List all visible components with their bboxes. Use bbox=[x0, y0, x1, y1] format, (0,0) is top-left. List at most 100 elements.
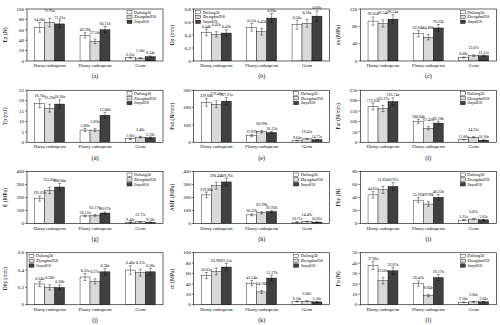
bar bbox=[302, 139, 312, 142]
bar bbox=[368, 106, 378, 142]
legend-swatch bbox=[127, 92, 132, 95]
error-cap bbox=[427, 129, 430, 130]
error-cap bbox=[215, 31, 218, 32]
error-cap bbox=[215, 268, 218, 269]
bar bbox=[368, 265, 378, 304]
y-tick-label: 40 bbox=[352, 41, 358, 46]
error-cap bbox=[225, 36, 228, 37]
error-cap bbox=[391, 14, 394, 15]
error-bar bbox=[103, 112, 106, 118]
marks bbox=[201, 178, 322, 223]
error-bar bbox=[315, 221, 318, 222]
error-cap bbox=[391, 267, 394, 268]
error-line bbox=[140, 221, 141, 222]
error-line bbox=[307, 19, 308, 27]
error-cap bbox=[205, 272, 208, 273]
bar bbox=[35, 199, 45, 224]
error-line bbox=[297, 221, 298, 222]
panel: 050100150200250Far (N/mm)Horny endosperm… bbox=[335, 88, 496, 162]
error-cap bbox=[58, 108, 61, 109]
error-cap bbox=[482, 301, 485, 302]
panel: 0100200300400E (MPa)Horny endospermFlour… bbox=[2, 169, 163, 243]
error-bar bbox=[296, 20, 299, 29]
bar bbox=[211, 186, 221, 224]
panel: 00.20.40.60.8Dp (mm)Horny endospermFlour… bbox=[169, 5, 330, 80]
error-line bbox=[438, 121, 439, 125]
error-line bbox=[261, 212, 262, 214]
y-tick-label: 40 bbox=[352, 261, 358, 266]
error-line bbox=[49, 18, 50, 27]
data-label: 0.43b bbox=[222, 24, 231, 29]
y-tick-label: 0.8 bbox=[184, 7, 191, 12]
error-cap bbox=[250, 136, 253, 137]
y-tick-label: 0.6 bbox=[184, 20, 191, 25]
data-label: 24.70b bbox=[256, 281, 267, 286]
panel-title: (b) bbox=[258, 73, 265, 80]
error-cap bbox=[315, 139, 318, 140]
error-bar bbox=[306, 138, 309, 140]
data-label: 18.36a bbox=[54, 94, 65, 99]
legend: Dailong30Zhengdan958Jinyu818 bbox=[196, 10, 225, 25]
data-label: 9.04c bbox=[293, 135, 302, 140]
x-tick-label: Horny endosperm bbox=[367, 307, 400, 312]
y-axis-label: Dp (mm) bbox=[169, 25, 176, 45]
legend: Dailong30Zhengdan958Jinyu818 bbox=[460, 10, 489, 25]
error-line bbox=[297, 140, 298, 142]
error-cap bbox=[462, 220, 465, 221]
data-label: 5.85b bbox=[91, 119, 100, 124]
legend-swatch bbox=[127, 101, 132, 104]
y-tick bbox=[192, 48, 194, 49]
bar bbox=[45, 287, 55, 304]
error-bar bbox=[260, 290, 263, 293]
error-cap bbox=[306, 27, 309, 28]
x-tick-label: Horny endosperm bbox=[33, 144, 66, 149]
error-bar bbox=[270, 275, 273, 281]
error-line bbox=[206, 192, 207, 198]
error-cap bbox=[250, 215, 253, 216]
error-cap bbox=[129, 138, 132, 139]
error-cap bbox=[84, 131, 87, 132]
error-bar bbox=[391, 183, 394, 191]
y-tick-label: 100 bbox=[183, 250, 191, 255]
data-label: 9.50c bbox=[146, 217, 155, 222]
x-tick-label: Floury endosperm bbox=[245, 226, 278, 231]
error-bar bbox=[94, 279, 97, 284]
error-cap bbox=[225, 263, 228, 264]
background bbox=[0, 0, 500, 325]
data-label: 0.40a bbox=[126, 260, 135, 265]
data-label: 0.32a bbox=[81, 268, 90, 273]
error-cap bbox=[437, 194, 440, 195]
plot-frame bbox=[27, 253, 163, 305]
bar bbox=[433, 197, 443, 223]
legend-label: Jinyu818 bbox=[134, 19, 149, 24]
error-line bbox=[307, 138, 308, 140]
bar bbox=[469, 219, 479, 223]
error-bar bbox=[103, 27, 106, 33]
error-cap bbox=[38, 107, 41, 108]
error-cap bbox=[270, 13, 273, 14]
error-cap bbox=[437, 274, 440, 275]
marks bbox=[368, 261, 489, 305]
bar bbox=[90, 41, 100, 61]
error-line bbox=[85, 33, 86, 38]
error-cap bbox=[417, 123, 420, 124]
figure: 020406080100Ep (N)Horny endospermFloury … bbox=[0, 0, 500, 325]
panel: 0100200300400AME (MPa)Horny endospermFlo… bbox=[169, 169, 330, 243]
legend-swatch bbox=[460, 11, 465, 14]
data-label: 91.93b bbox=[266, 205, 277, 210]
error-cap bbox=[250, 280, 253, 281]
error-bar bbox=[482, 139, 485, 141]
bar bbox=[267, 212, 277, 224]
error-line bbox=[473, 137, 474, 138]
error-line bbox=[483, 219, 484, 220]
error-cap bbox=[482, 56, 485, 57]
error-cap bbox=[462, 58, 465, 59]
legend-swatch bbox=[294, 92, 299, 95]
panel-title: (f) bbox=[425, 155, 431, 162]
x-tick-label: Germ bbox=[302, 307, 313, 312]
legend-label: Jinyu818 bbox=[467, 100, 482, 105]
error-bar bbox=[48, 104, 51, 112]
error-bar bbox=[38, 99, 41, 108]
error-cap bbox=[38, 286, 41, 287]
legend: Dailong30Zhengdan958Jinyu818 bbox=[127, 91, 156, 106]
